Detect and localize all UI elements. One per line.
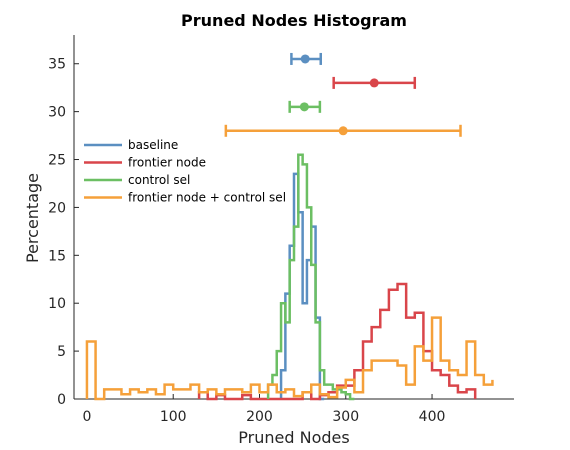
histogram-series-0 xyxy=(279,172,325,401)
errorbar-series-2 xyxy=(288,100,322,113)
y-tick-label: 10 xyxy=(48,296,66,312)
legend-entry-3: frontier node + control sel xyxy=(84,191,286,205)
y-tick-label: 15 xyxy=(48,248,66,264)
errorbar-series-1 xyxy=(332,76,417,89)
y-tick-label: 0 xyxy=(57,392,66,408)
y-tick-label: 25 xyxy=(48,153,66,169)
y-tick-label: 30 xyxy=(48,105,66,121)
legend-entry-2: control sel xyxy=(84,173,190,187)
x-tick-label: 200 xyxy=(246,409,273,425)
legend-label: control sel xyxy=(128,173,190,187)
x-tick-label: 300 xyxy=(332,409,359,425)
x-axis-label: Pruned Nodes xyxy=(238,428,349,447)
y-tick-label: 35 xyxy=(48,57,66,73)
legend-entry-0: baseline xyxy=(84,138,178,152)
errorbar-series-3 xyxy=(224,124,462,137)
legend-label: frontier node xyxy=(128,156,206,170)
x-tick-label: 100 xyxy=(160,409,187,425)
x-tick-label: 400 xyxy=(419,409,446,425)
histogram-series-3 xyxy=(85,316,494,401)
errorbar-mean-point xyxy=(338,126,348,136)
histogram-series-1 xyxy=(197,282,477,401)
errorbar-mean-point xyxy=(369,78,379,88)
histogram-series-2 xyxy=(266,153,355,401)
errorbar-mean-point xyxy=(299,102,309,112)
errorbar-series-0 xyxy=(290,52,322,65)
legend-label: frontier node + control sel xyxy=(128,191,286,205)
y-axis-label: Percentage xyxy=(23,173,42,263)
legend-label: baseline xyxy=(128,138,178,152)
y-tick-label: 20 xyxy=(48,200,66,216)
chart-title: Pruned Nodes Histogram xyxy=(181,11,407,30)
legend-entry-1: frontier node xyxy=(84,156,206,170)
errorbar-mean-point xyxy=(300,54,310,64)
y-tick-label: 5 xyxy=(57,344,66,360)
x-tick-label: 0 xyxy=(82,409,91,425)
